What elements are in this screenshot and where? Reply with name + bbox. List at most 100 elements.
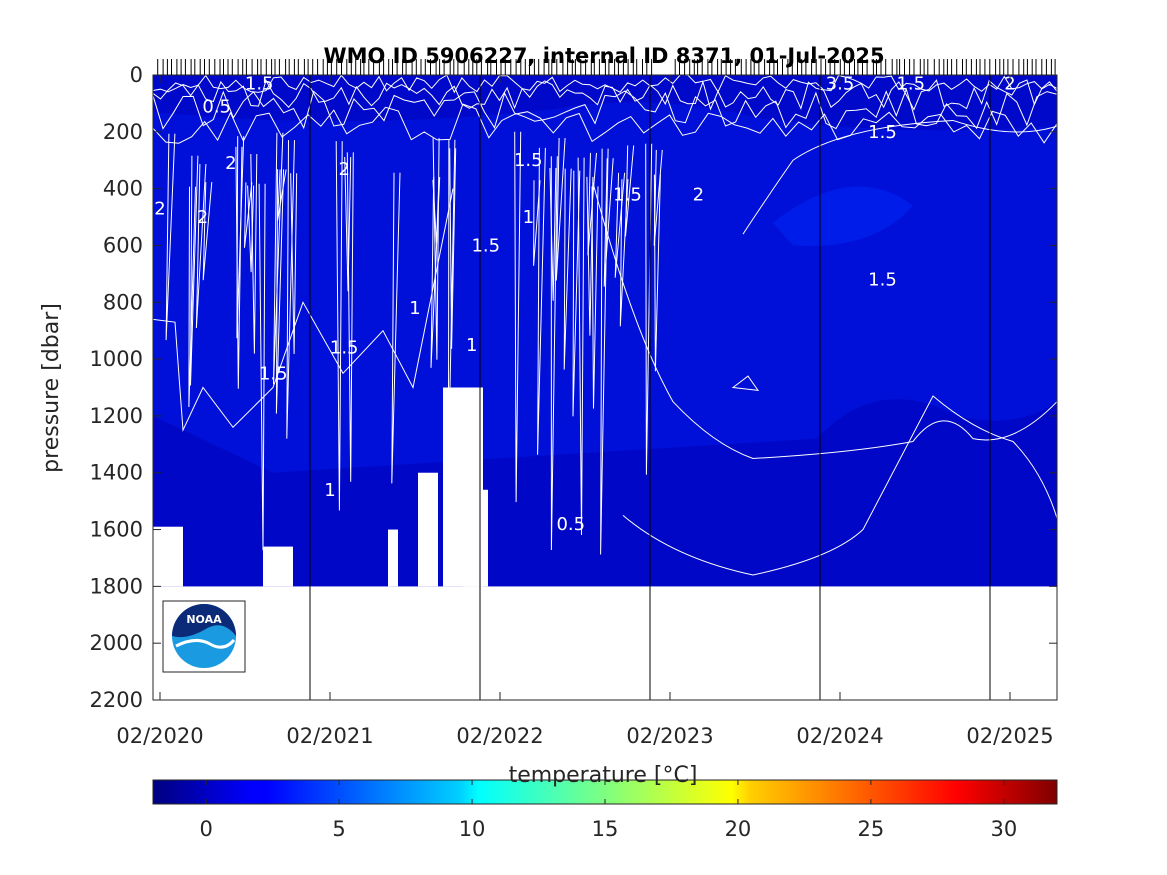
isotherm-spike <box>202 182 213 281</box>
x-axis: 02/2020 02/2021 02/2022 02/2023 02/2024 02/20… <box>116 75 1054 748</box>
colorbar-tick-label: 10 <box>459 817 486 841</box>
field-deep-water <box>153 399 1057 587</box>
contour-label: 2 <box>338 159 349 180</box>
contour-label: 1 <box>324 480 335 501</box>
isotherm-spike <box>449 148 457 349</box>
field-surface-layer <box>153 75 1057 131</box>
contour-label: 1 <box>409 298 420 319</box>
colorbar-tick-label: 5 <box>332 817 345 841</box>
isotherm-spike <box>188 186 196 408</box>
isotherm-line <box>153 87 1057 130</box>
contour-label: 1.5 <box>613 184 642 205</box>
y-tick-label: 800 <box>103 290 143 314</box>
isotherm-spike <box>250 153 258 354</box>
isotherm-1 <box>592 182 1057 460</box>
missing-data-gap <box>153 526 183 587</box>
noaa-logo-text: NOAA <box>186 613 222 626</box>
contour-labels: 1.5 0.5 2 2 2 1.5 1.5 2 1 1 1 0.5 1.5 1.5 1 0.5 1.5 2 1.5 1… <box>154 74 1015 535</box>
isotherm-spike <box>533 180 541 266</box>
isotherm-spike <box>447 139 456 470</box>
chart-title: WMO ID 5906227, internal ID 8371, 01-Jul… <box>323 44 884 68</box>
y-tick-label: 200 <box>103 120 143 144</box>
missing-data-gap <box>463 489 488 587</box>
isotherm-spike <box>619 179 629 327</box>
year-marker-lines <box>309 75 991 700</box>
isotherm-spike <box>286 140 295 439</box>
isotherm-spike <box>653 174 661 372</box>
isotherm-spike <box>391 172 401 484</box>
isotherm-spike <box>346 152 354 482</box>
y-tick-label: 1800 <box>90 574 143 598</box>
profile-ticks <box>157 59 1056 75</box>
y-tick-label: 0 <box>130 63 143 87</box>
x-tick-label: 02/2021 <box>286 724 373 748</box>
colorbar-tick-label: 0 <box>199 817 212 841</box>
field-warm-pocket <box>773 186 913 247</box>
contour-label: 2 <box>154 199 165 220</box>
isotherm-spike <box>235 146 243 389</box>
y-tick-label: 2200 <box>90 688 143 712</box>
isotherm-spike <box>244 182 253 248</box>
isotherm-line <box>153 79 1057 111</box>
isotherm-spike <box>247 185 255 273</box>
isotherm-spike <box>572 170 581 417</box>
isotherm-2 <box>742 119 1057 235</box>
contour-label: 1.5 <box>259 363 288 384</box>
colorbar-ticks: 0 5 10 15 20 25 30 <box>199 780 1017 841</box>
y-axis-label: pressure [dbar] <box>39 303 64 473</box>
isotherm-island <box>731 375 760 391</box>
isotherm-line <box>153 103 1057 144</box>
y-tick-label: 1600 <box>90 518 143 542</box>
x-tick-label: 02/2024 <box>796 724 883 748</box>
y-tick-label: 400 <box>103 177 143 201</box>
isotherm-spike <box>344 156 352 292</box>
isotherm-0-5 <box>622 395 1057 576</box>
contour-label: 1.5 <box>896 74 925 95</box>
contour-label: 1.5 <box>514 150 543 171</box>
y-tick-label: 2000 <box>90 631 143 655</box>
noaa-logo: NOAA <box>162 600 246 673</box>
isotherm-spike <box>653 149 663 246</box>
isotherm-spike <box>577 157 585 536</box>
isotherm-1-5 <box>153 188 454 433</box>
y-tick-label: 1200 <box>90 404 143 428</box>
missing-data-gap <box>263 546 293 587</box>
x-tick-label: 02/2022 <box>456 724 543 748</box>
y-tick-label: 1000 <box>90 347 143 371</box>
isotherm-spike <box>190 155 199 386</box>
contour-label: 0.5 <box>202 96 231 117</box>
x-tick-label: 02/2023 <box>626 724 713 748</box>
isotherm-spike <box>432 179 440 244</box>
contour-label: 1.5 <box>330 338 359 359</box>
contour-label: 0.5 <box>443 503 472 524</box>
contour-label: 3.5 <box>826 74 855 95</box>
contour-label: 1 <box>523 207 534 228</box>
y-tick-label: 600 <box>103 233 143 257</box>
colorbar-tick-label: 15 <box>592 817 619 841</box>
isotherm-spike <box>625 145 635 237</box>
isotherm-spike <box>514 131 522 503</box>
contour-label: 1.5 <box>868 122 897 143</box>
x-tick-label: 02/2020 <box>116 724 203 748</box>
isotherm-spike <box>550 156 558 551</box>
contour-label: 2 <box>1004 74 1015 95</box>
contour-label: 0.5 <box>556 514 585 535</box>
isotherm-spike <box>273 132 284 385</box>
colorbar-tick-label: 30 <box>990 817 1017 841</box>
y-axis: 0200400600800100012001400160018002000220… <box>90 63 1057 712</box>
x-tick-label: 02/2025 <box>966 724 1053 748</box>
contour-label: 2 <box>197 207 208 228</box>
isotherm-spike <box>537 147 546 455</box>
colorbar-label: temperature [°C] <box>509 763 698 788</box>
contour-label: 1.5 <box>471 236 500 257</box>
contour-label: 1.5 <box>868 270 897 291</box>
isotherm-spike <box>258 183 266 551</box>
isotherm-spike <box>603 158 614 287</box>
y-tick-label: 1400 <box>90 461 143 485</box>
isotherm-spike <box>563 168 572 370</box>
colorbar-tick-label: 20 <box>725 817 752 841</box>
isotherm-spike <box>165 133 176 341</box>
contour-label: 1.5 <box>245 74 274 95</box>
isotherm-spike <box>555 137 566 281</box>
